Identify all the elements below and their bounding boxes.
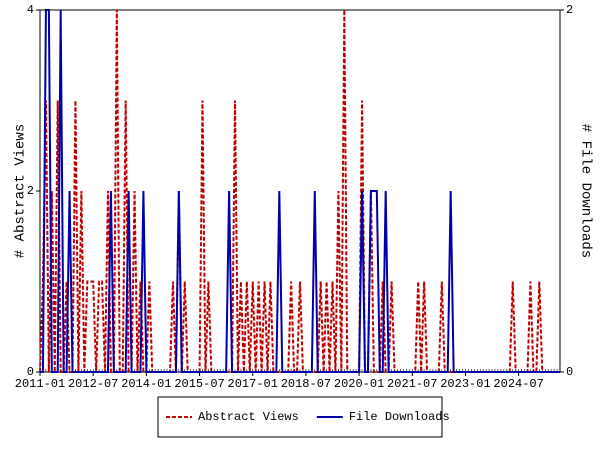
x-tick-label: 2018-07: [281, 377, 331, 391]
y-tick-label: 4: [27, 3, 34, 17]
y2-axis-label: # File Downloads: [577, 124, 593, 258]
y-axis-label: # Abstract Views: [13, 124, 29, 258]
x-tick-label: 2020-01: [334, 377, 384, 391]
y2-tick-label: 2: [566, 3, 573, 17]
data-line: [40, 9, 560, 373]
x-tick-label: 2023-01: [440, 377, 490, 391]
x-tick-label: 2017-01: [228, 377, 278, 391]
x-tick-label: 2011-01: [15, 377, 65, 391]
legend-label: Abstract Views: [198, 410, 299, 424]
x-tick-label: 2014-01: [121, 377, 171, 391]
x-tick-label: 2012-07: [68, 377, 118, 391]
legend-box: [157, 396, 443, 438]
legend-label: File Downloads: [349, 410, 450, 424]
x-tick-label: 2021-07: [387, 377, 437, 391]
legend: Abstract Views File Downloads: [157, 396, 450, 438]
y2-tick-label: 0: [566, 365, 573, 379]
y-tick-label: 2: [27, 184, 34, 198]
x-tick-label: 2015-07: [174, 377, 224, 391]
x-tick-label: 2024-07: [493, 377, 543, 391]
y-tick-label: 0: [27, 365, 34, 379]
